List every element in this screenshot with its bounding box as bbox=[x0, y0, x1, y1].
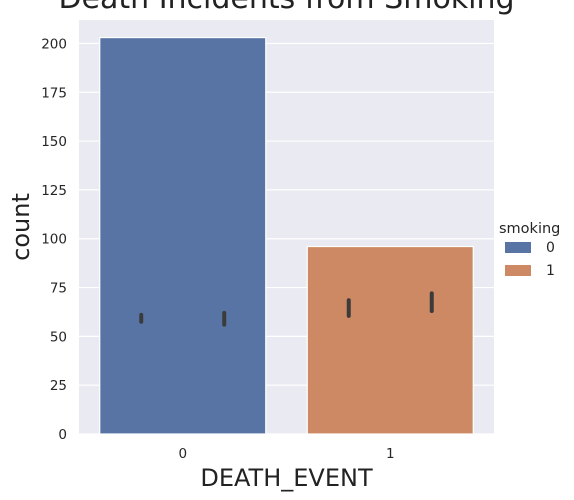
bar-0 bbox=[99, 36, 267, 435]
y-tick-labels: 0 25 50 75 100 125 150 175 200 bbox=[41, 36, 67, 443]
legend-title: smoking bbox=[499, 221, 560, 237]
y-tick-label: 200 bbox=[41, 36, 67, 52]
legend-entry-label: 0 bbox=[546, 240, 555, 256]
legend-swatch-0 bbox=[505, 242, 531, 253]
y-tick-label: 175 bbox=[41, 85, 67, 101]
y-tick-label: 150 bbox=[41, 134, 67, 150]
x-tick-label: 0 bbox=[178, 446, 187, 462]
bars bbox=[99, 36, 474, 435]
legend-entry-label: 1 bbox=[546, 263, 555, 279]
y-tick-label: 75 bbox=[50, 281, 67, 297]
bar-1 bbox=[306, 245, 474, 435]
x-axis-title: DEATH_EVENT bbox=[200, 464, 373, 492]
y-tick-label: 0 bbox=[58, 427, 67, 443]
legend: smoking 0 1 bbox=[499, 221, 560, 279]
chart-title: Death Incidents from Smoking bbox=[58, 0, 514, 16]
error-marks bbox=[139, 291, 434, 327]
legend-swatch-1 bbox=[505, 265, 531, 276]
y-tick-label: 50 bbox=[50, 329, 67, 345]
y-tick-label: 100 bbox=[41, 232, 67, 248]
x-tick-label: 1 bbox=[386, 446, 395, 462]
y-tick-label: 25 bbox=[50, 378, 67, 394]
y-axis-title: count bbox=[7, 193, 35, 261]
y-tick-label: 125 bbox=[41, 183, 67, 199]
